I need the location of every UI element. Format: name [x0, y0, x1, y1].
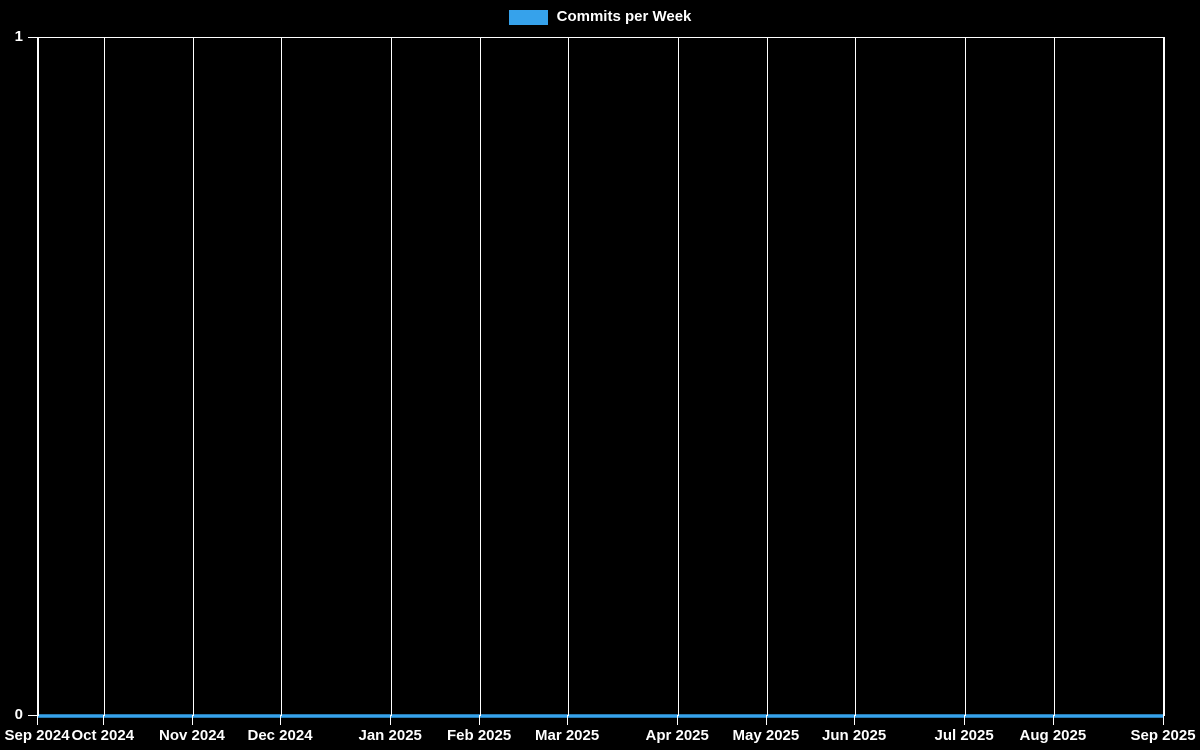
legend-swatch-icon	[508, 9, 548, 25]
x-tick-label: Dec 2024	[247, 727, 313, 744]
commits-line-series	[38, 714, 1164, 718]
month-gridline	[104, 38, 105, 716]
x-tick-label: Nov 2024	[159, 727, 225, 744]
y-axis-tick-mark-min	[28, 715, 37, 716]
month-gridline	[391, 38, 392, 716]
legend-label: Commits per Week	[556, 8, 692, 25]
x-tick-label: Feb 2025	[447, 727, 512, 744]
x-tick-mark	[192, 715, 193, 725]
x-tick-label: Oct 2024	[71, 727, 135, 744]
month-gridline	[678, 38, 679, 716]
month-gridline	[38, 38, 39, 716]
chart-legend-item[interactable]: Commits per Week	[0, 7, 1200, 27]
x-tick-label: Jan 2025	[358, 727, 422, 744]
month-gridline	[767, 38, 768, 716]
month-gridline	[480, 38, 481, 716]
month-gridline	[855, 38, 856, 716]
x-tick-mark	[1163, 715, 1164, 725]
month-gridline	[568, 38, 569, 716]
x-tick-mark	[964, 715, 965, 725]
x-tick-label: Mar 2025	[535, 727, 600, 744]
x-tick-label: May 2025	[732, 727, 800, 744]
x-tick-mark	[1053, 715, 1054, 725]
x-tick-label: Aug 2025	[1019, 727, 1087, 744]
x-tick-mark	[766, 715, 767, 725]
month-gridline	[965, 38, 966, 716]
y-axis-tick-mark-max	[28, 37, 37, 38]
x-tick-mark	[567, 715, 568, 725]
x-tick-mark	[37, 715, 38, 725]
x-tick-label: Jun 2025	[822, 727, 887, 744]
x-tick-label: Sep 2025	[1130, 727, 1196, 744]
x-tick-label: Jul 2025	[934, 727, 994, 744]
x-tick-mark	[854, 715, 855, 725]
y-axis-tick-label-max: 1	[14, 28, 23, 45]
x-tick-mark	[390, 715, 391, 725]
y-axis-tick-label-min: 0	[14, 706, 23, 723]
month-gridline	[1163, 38, 1164, 716]
plot-area	[37, 37, 1165, 718]
x-tick-mark	[677, 715, 678, 725]
x-tick-label: Sep 2024	[4, 727, 70, 744]
x-tick-mark	[280, 715, 281, 725]
x-tick-mark	[479, 715, 480, 725]
month-gridline	[1054, 38, 1055, 716]
x-tick-label: Apr 2025	[645, 727, 709, 744]
x-tick-mark	[103, 715, 104, 725]
month-gridline	[281, 38, 282, 716]
month-gridline	[193, 38, 194, 716]
